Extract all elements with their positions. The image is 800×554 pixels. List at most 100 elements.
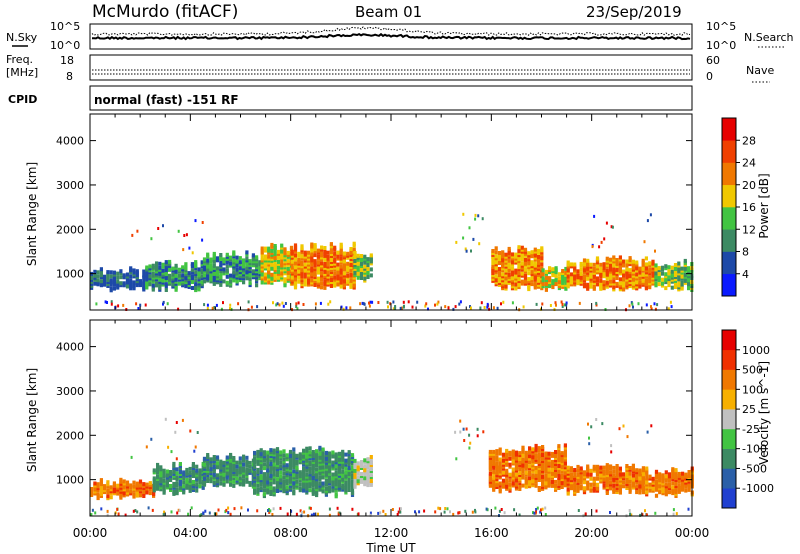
heatmap-cell bbox=[528, 454, 532, 459]
heatmap-cell bbox=[660, 271, 665, 276]
heatmap-cell bbox=[661, 473, 665, 478]
heatmap-cell bbox=[582, 258, 587, 263]
heatmap-cell bbox=[212, 251, 216, 256]
heatmap-cell bbox=[505, 448, 509, 453]
heatmap-cell bbox=[229, 255, 233, 260]
heatmap-cell bbox=[657, 266, 661, 271]
heatmap-cell bbox=[494, 250, 498, 255]
heatmap-cell bbox=[684, 488, 688, 493]
heatmap-cell bbox=[495, 461, 499, 466]
heatmap-sparse-cell bbox=[611, 225, 614, 229]
heatmap-cell bbox=[560, 473, 564, 478]
heatmap-cell bbox=[576, 464, 580, 469]
heatmap-noise-cell bbox=[190, 506, 193, 510]
heatmap-sparse-cell bbox=[150, 237, 153, 241]
heatmap-noise-cell bbox=[425, 302, 428, 306]
heatmap-noise-cell bbox=[361, 301, 364, 305]
heatmap-cell bbox=[589, 262, 593, 267]
heatmap-cell bbox=[667, 283, 671, 288]
heatmap-cell bbox=[523, 247, 528, 252]
heatmap-noise-cell bbox=[434, 303, 436, 307]
heatmap-cell bbox=[523, 257, 528, 262]
heatmap-cell bbox=[677, 483, 681, 488]
heatmap-cell bbox=[331, 460, 335, 465]
heatmap-cell bbox=[523, 273, 528, 278]
heatmap-cell bbox=[492, 475, 496, 480]
heatmap-cell bbox=[641, 258, 645, 263]
heatmap-cell bbox=[677, 281, 681, 286]
heatmap-cell bbox=[316, 254, 320, 259]
heatmap-cell bbox=[551, 279, 555, 284]
heatmap-cell bbox=[235, 279, 239, 284]
heatmap-cell bbox=[651, 259, 655, 264]
heatmap-cell bbox=[298, 452, 302, 457]
heatmap-cell bbox=[576, 269, 580, 274]
heatmap-cell bbox=[333, 253, 337, 258]
heatmap-cell bbox=[119, 275, 123, 280]
heatmap-cell bbox=[622, 484, 626, 489]
heatmap-cell bbox=[369, 273, 373, 278]
heatmap-noise-cell bbox=[286, 512, 289, 516]
heatmap-cell bbox=[320, 281, 324, 286]
heatmap-cell bbox=[215, 473, 220, 478]
heatmap-cell bbox=[346, 251, 350, 256]
heatmap-cell bbox=[169, 484, 173, 488]
heatmap-noise-cell bbox=[295, 305, 298, 308]
colorbar-segment bbox=[722, 389, 736, 410]
heatmap-noise-cell bbox=[329, 300, 332, 304]
heatmap-cell bbox=[132, 280, 136, 285]
heatmap-noise-cell bbox=[233, 507, 236, 511]
heatmap-cell bbox=[534, 465, 538, 470]
heatmap-noise-cell bbox=[303, 510, 306, 514]
heatmap-cell bbox=[292, 447, 296, 452]
heatmap-cell bbox=[605, 280, 609, 285]
heatmap-cell bbox=[505, 478, 509, 483]
heatmap-cell bbox=[122, 479, 126, 484]
heatmap-cell bbox=[283, 247, 287, 252]
heatmap-sparse-cell bbox=[588, 436, 590, 440]
heatmap-sparse-cell bbox=[455, 457, 458, 461]
heatmap-cell bbox=[528, 464, 532, 469]
heatmap-cell bbox=[262, 466, 266, 471]
heatmap-cell bbox=[148, 491, 152, 496]
heatmap-cell bbox=[654, 469, 659, 474]
heatmap-cell bbox=[561, 269, 565, 273]
heatmap-noise-cell bbox=[492, 306, 495, 310]
heatmap-sparse-cell bbox=[167, 445, 170, 449]
heatmap-cell bbox=[366, 469, 370, 474]
heatmap-cell bbox=[135, 481, 139, 486]
heatmap-cell bbox=[164, 282, 168, 287]
heatmap-cell bbox=[148, 274, 152, 279]
heatmap-sparse-cell bbox=[150, 437, 153, 441]
heatmap-sparse-cell bbox=[622, 424, 625, 428]
heatmap-cell bbox=[232, 456, 236, 460]
heatmap-cell bbox=[229, 452, 233, 457]
heatmap-cell bbox=[175, 475, 179, 480]
heatmap-cell bbox=[492, 469, 496, 474]
heatmap-cell bbox=[664, 474, 668, 479]
heatmap-sparse-cell bbox=[201, 238, 204, 242]
heatmap-cell bbox=[320, 261, 324, 266]
heatmap-cell bbox=[181, 265, 185, 270]
heatmap-cell bbox=[533, 247, 537, 252]
heatmap-cell bbox=[290, 259, 294, 264]
heatmap-sparse-cell bbox=[465, 427, 468, 431]
heatmap-noise-cell bbox=[541, 302, 544, 306]
colorbar-segment bbox=[722, 369, 736, 390]
heatmap-cell bbox=[109, 485, 113, 490]
heatmap-cell bbox=[190, 268, 194, 273]
heatmap-cell bbox=[353, 251, 357, 255]
heatmap-sparse-cell bbox=[462, 427, 465, 431]
heatmap-noise-cell bbox=[399, 510, 402, 514]
heatmap-cell bbox=[256, 487, 260, 492]
heatmap-sparse-cell bbox=[468, 433, 471, 437]
heatmap-noise-cell bbox=[577, 509, 580, 512]
heatmap-cell bbox=[511, 471, 515, 476]
heatmap-noise-cell bbox=[162, 300, 165, 304]
heatmap-noise-cell bbox=[396, 513, 399, 516]
heatmap-cell bbox=[290, 253, 294, 258]
heatmap-cell bbox=[541, 457, 545, 461]
heatmap-cell bbox=[508, 482, 512, 487]
heatmap-cell bbox=[308, 466, 312, 471]
heatmap-cell bbox=[96, 482, 100, 487]
